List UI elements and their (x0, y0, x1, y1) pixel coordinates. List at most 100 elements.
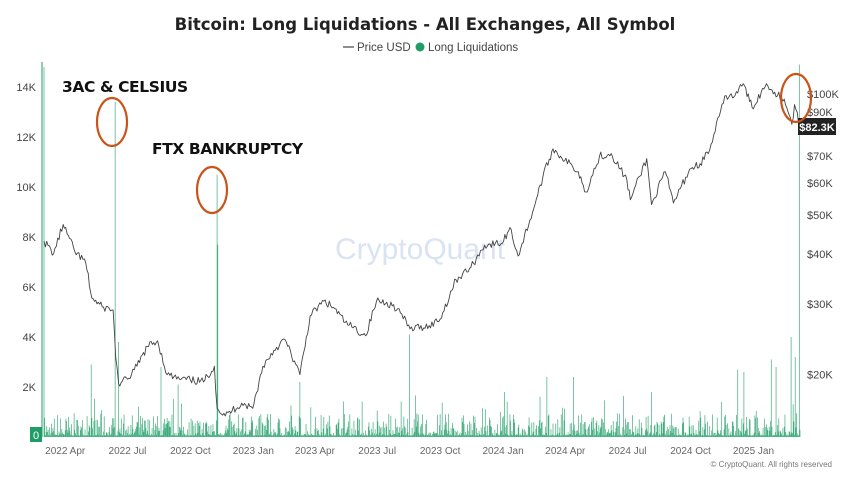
liquidation-bar (482, 408, 483, 437)
liquidation-bar (669, 425, 671, 437)
liquidation-bar (736, 414, 737, 437)
liquidation-bar (653, 425, 655, 437)
liquidation-bar (62, 433, 64, 437)
liquidation-bar (240, 435, 242, 437)
liquidation-bar (369, 435, 371, 437)
liquidation-bar (394, 433, 396, 437)
liquidation-bar (696, 434, 698, 437)
liquidation-bar (435, 432, 437, 437)
liquidation-bar (608, 433, 610, 437)
liquidation-bar (638, 433, 639, 437)
liquidation-bar (530, 435, 532, 437)
liquidation-bar (519, 435, 520, 437)
liquidation-bar (233, 423, 235, 437)
liquidation-bar (616, 421, 617, 437)
liquidation-bar (223, 435, 225, 437)
liquidation-bar (115, 435, 117, 437)
liquidation-bar (718, 434, 720, 437)
liquidation-bar (395, 418, 397, 437)
liquidation-bar (617, 435, 619, 437)
liquidation-bar (554, 435, 555, 437)
liquidation-bar (758, 433, 760, 437)
liquidation-bar (768, 435, 769, 437)
liquidation-bar (376, 410, 378, 437)
liquidation-bar (345, 433, 347, 437)
liquidation-bar (157, 415, 158, 437)
legend[interactable]: Price USD Long Liquidations (343, 42, 518, 54)
liquidation-bar (162, 435, 163, 437)
liquidation-bar (561, 435, 563, 437)
liquidation-bar (264, 434, 266, 437)
liquidation-bar (266, 429, 267, 437)
liquidation-bar (609, 432, 611, 437)
liquidation-bar (415, 426, 417, 437)
liquidation-bar (524, 435, 526, 437)
liquidation-bar (234, 431, 236, 437)
liquidation-bar (237, 414, 239, 437)
liquidation-bar (640, 435, 641, 437)
liquidation-bar (159, 430, 160, 437)
liquidation-bar (796, 433, 798, 437)
liquidation-bar (114, 426, 115, 437)
liquidation-bar (560, 435, 561, 437)
liquidation-bar (543, 434, 545, 437)
liquidation-bar (569, 423, 571, 437)
liquidation-bar (693, 432, 695, 437)
liquidation-bar (413, 434, 414, 437)
liquidation-bar (454, 435, 455, 437)
liquidation-bar (507, 434, 509, 437)
liquidation-bar (532, 431, 534, 437)
liquidation-bar (151, 428, 153, 437)
liquidation-bar (371, 428, 373, 437)
liquidation-bar (775, 432, 776, 437)
liquidation-bar (363, 432, 364, 437)
liquidation-bar (602, 435, 604, 437)
liquidation-bar (599, 432, 600, 437)
liquidation-bar (142, 429, 144, 437)
liquidation-bar (220, 435, 222, 437)
liquidation-bar (232, 435, 234, 437)
liquidation-bar (434, 433, 436, 437)
liquidation-bar (644, 435, 646, 437)
liquidation-bar (387, 435, 389, 437)
liquidation-bar (140, 415, 141, 437)
liquidation-bar (225, 425, 227, 437)
liquidation-bar (419, 435, 420, 437)
liquidation-bar (121, 434, 123, 437)
liquidation-bar (574, 430, 576, 437)
liquidation-bar (407, 432, 409, 437)
liquidation-bar (227, 428, 228, 437)
liquidation-bar (794, 357, 796, 437)
liquidation-bar (630, 435, 632, 437)
liquidation-bar (785, 435, 787, 437)
legend-price-label[interactable]: Price USD (357, 42, 411, 54)
liquidation-bar (639, 434, 641, 437)
liquidation-bar (144, 420, 145, 437)
liquidation-bar (190, 418, 192, 437)
liquidation-bar (752, 435, 754, 437)
legend-liquidations-label[interactable]: Long Liquidations (428, 42, 518, 54)
liquidation-bar (651, 392, 652, 437)
y-left-tick-label: 14K (16, 82, 36, 94)
liquidation-bar (168, 420, 169, 437)
liquidation-bar (280, 435, 282, 437)
liquidation-bar (422, 433, 424, 437)
liquidation-bar (146, 434, 147, 437)
liquidation-bar (721, 435, 723, 437)
liquidation-bar (676, 435, 678, 437)
liquidation-bar (137, 422, 139, 437)
liquidation-bar (120, 433, 121, 437)
liquidation-bar (716, 434, 717, 437)
liquidation-bar (766, 428, 768, 437)
liquidation-bar (690, 434, 691, 437)
liquidation-bar (297, 431, 299, 437)
liquidation-bar (622, 427, 624, 437)
liquidation-bar (276, 435, 277, 437)
liquidation-bar (54, 434, 56, 437)
liquidation-bar (399, 427, 401, 437)
liquidation-bar (338, 418, 340, 437)
liquidation-bar (382, 434, 384, 437)
liquidation-bar (398, 432, 399, 437)
liquidation-bar (96, 435, 98, 437)
